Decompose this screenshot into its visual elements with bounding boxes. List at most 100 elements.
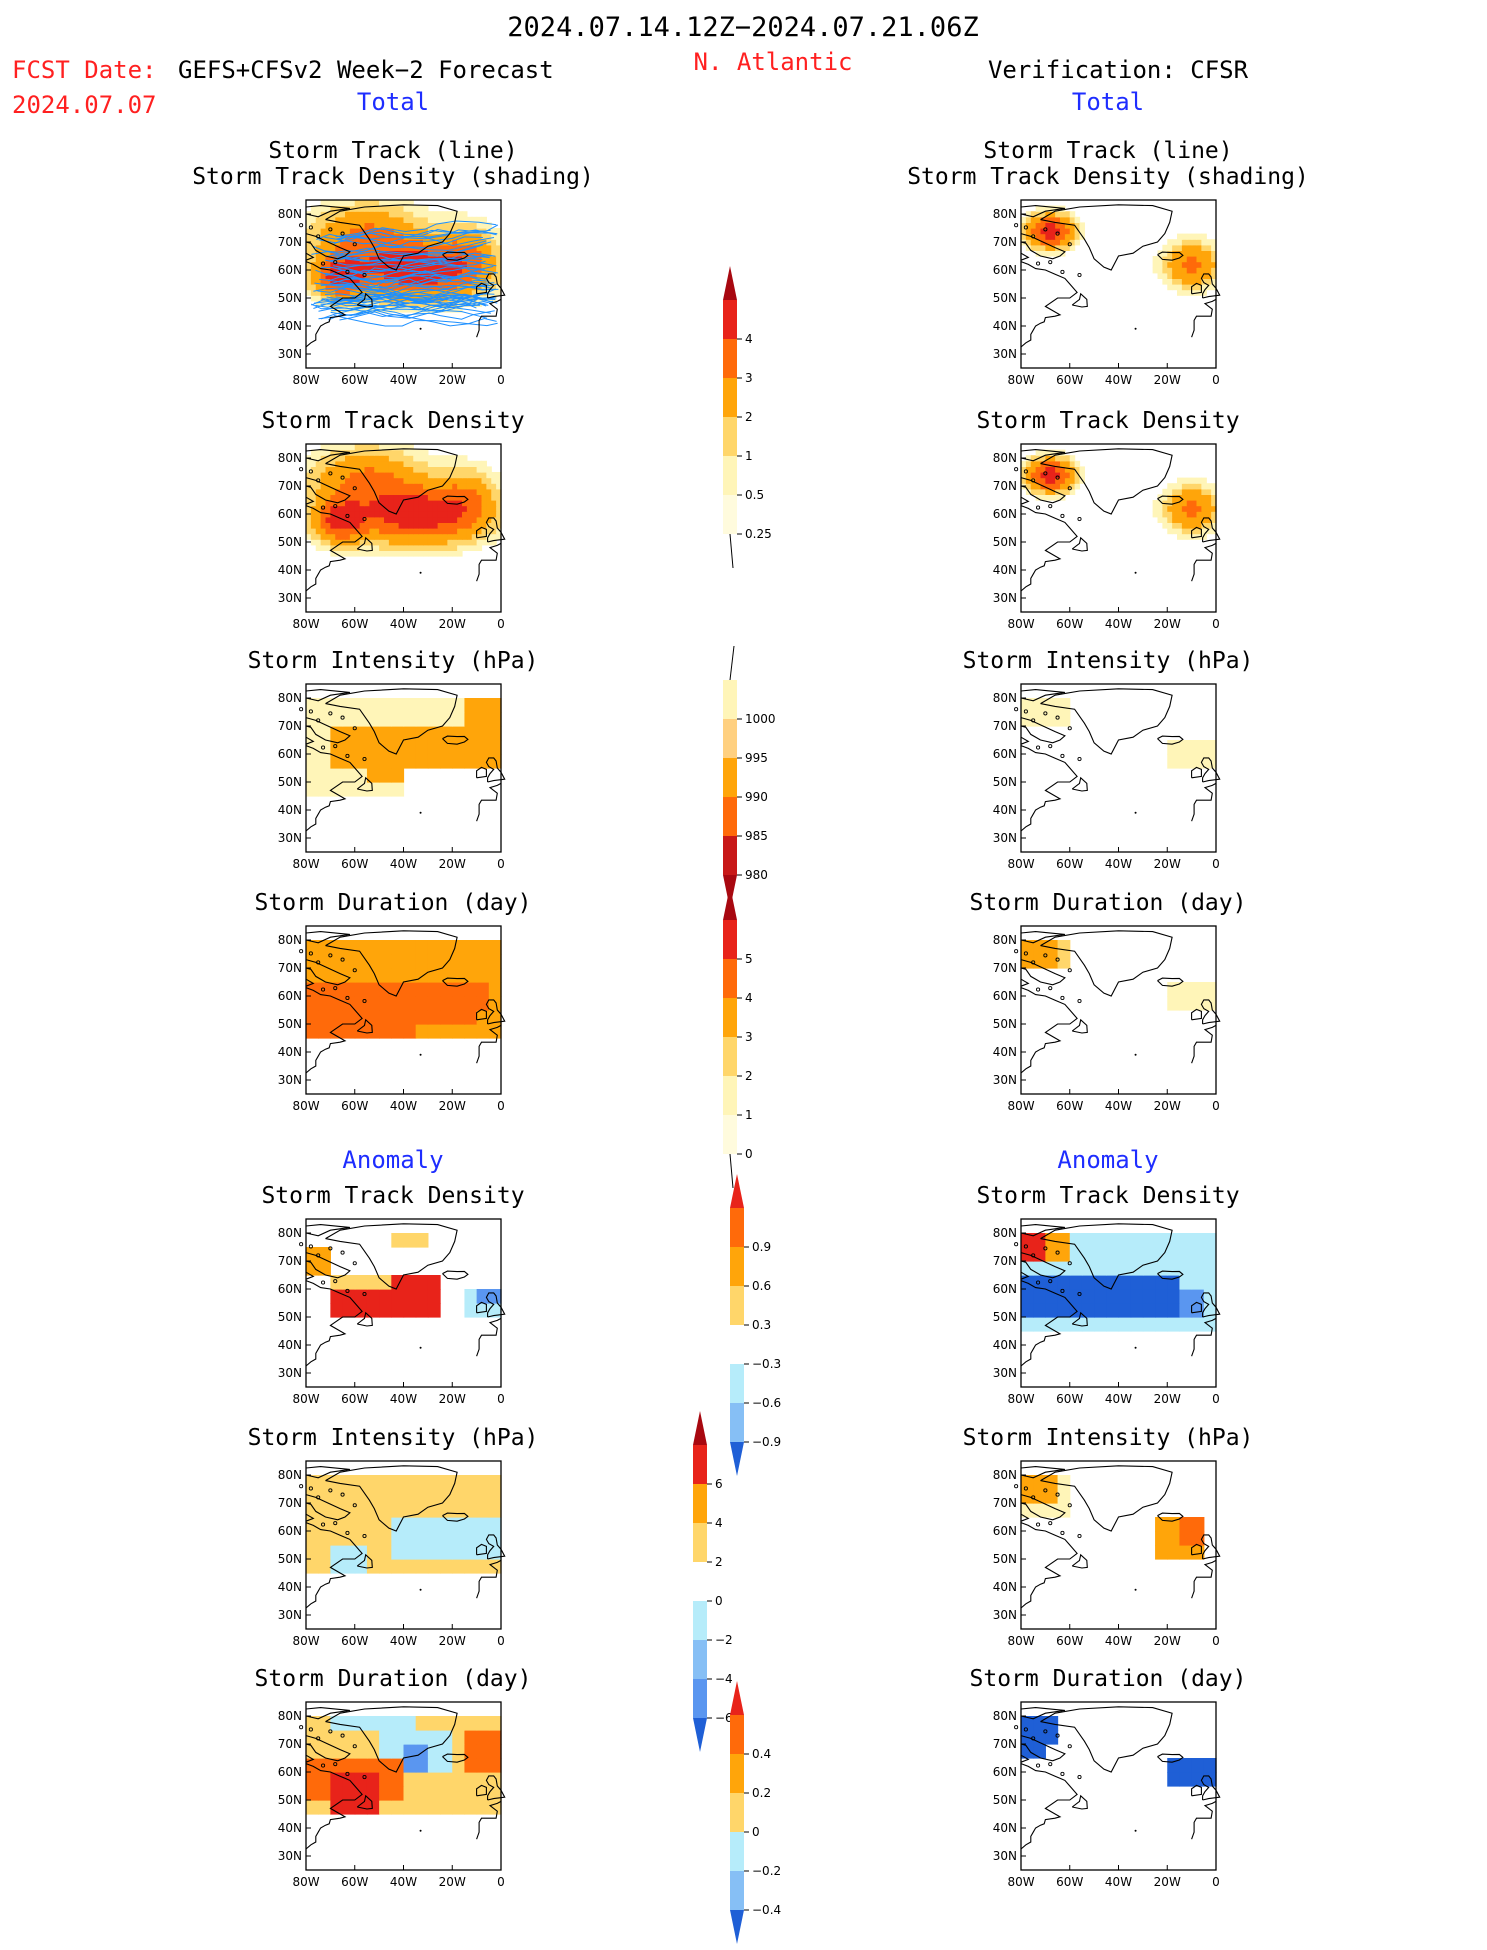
- grid-cell: [403, 1730, 416, 1745]
- grid-cell: [1035, 472, 1041, 479]
- grid-cell: [339, 488, 346, 495]
- grid-cell: [1196, 278, 1202, 285]
- grid-cell: [329, 449, 336, 456]
- grid-cell: [446, 539, 453, 546]
- island: [327, 1729, 332, 1734]
- grid-cell: [359, 477, 365, 484]
- grid-cell: [481, 488, 487, 495]
- island: [1076, 272, 1082, 278]
- grid-cell: [1074, 239, 1080, 246]
- grid-cell: [393, 239, 399, 246]
- coastline: [1020, 745, 1078, 832]
- island: [1035, 1280, 1040, 1285]
- coastline: [1020, 689, 1065, 702]
- anom-duration-bar: 0.40.20−0.2−0.4: [730, 1681, 781, 1944]
- grid-cell: [1054, 455, 1061, 462]
- grid-cell: [495, 511, 502, 518]
- grid-cell: [1035, 222, 1041, 229]
- grid-cell: [415, 1531, 428, 1546]
- grid-cell: [403, 1517, 416, 1532]
- grid-cell: [407, 261, 414, 268]
- grid-cell: [359, 244, 365, 251]
- grid-cell: [325, 289, 331, 296]
- grid-cell: [1064, 222, 1070, 229]
- grid-cell: [1203, 1317, 1217, 1332]
- grid-cell: [1044, 449, 1051, 456]
- grid-cell: [1057, 1317, 1070, 1332]
- grid-cell: [310, 289, 316, 296]
- grid-cell: [342, 1744, 355, 1759]
- grid-cell: [456, 528, 463, 535]
- grid-cell: [354, 954, 368, 969]
- island: [340, 1250, 345, 1255]
- grid-cell: [495, 505, 502, 512]
- grid-cell: [329, 511, 336, 518]
- island: [1023, 709, 1028, 714]
- island: [352, 1261, 357, 1266]
- colorbar-label: 6: [715, 1477, 723, 1491]
- grid-cell: [412, 488, 419, 495]
- grid-cell: [315, 261, 321, 268]
- grid-cell: [398, 505, 404, 512]
- grid-cell: [1054, 205, 1061, 212]
- grid-cell: [451, 1475, 465, 1490]
- grid-cell: [446, 477, 453, 484]
- grid-cell: [427, 1758, 441, 1773]
- grid-cell: [1142, 1289, 1156, 1304]
- grid-cell: [476, 528, 482, 535]
- grid-cell: [1200, 477, 1207, 484]
- grid-cell: [495, 267, 502, 274]
- grid-cell: [456, 228, 463, 235]
- grid-cell: [407, 449, 414, 456]
- grid-cell: [466, 460, 472, 467]
- grid-cell: [315, 216, 321, 223]
- colorbar-swatch: [723, 417, 737, 456]
- coastline: [324, 204, 458, 271]
- grid-cell: [422, 239, 428, 246]
- grid-cell: [1196, 272, 1202, 279]
- grid-cell: [403, 1275, 416, 1290]
- grid-cell: [1196, 244, 1202, 251]
- grid-cell: [1171, 272, 1178, 279]
- grid-cell: [1079, 466, 1085, 473]
- azores-island: [1134, 1829, 1137, 1832]
- grid-cell: [373, 466, 380, 473]
- grid-cell: [1205, 272, 1212, 279]
- storm-track-line: [332, 265, 498, 274]
- grid-cell: [364, 472, 370, 479]
- island: [327, 711, 332, 716]
- grid-cell: [432, 222, 438, 229]
- obs-anom-intensity-title-1: Storm Intensity (hPa): [962, 1425, 1254, 1451]
- grid-cell: [1130, 1303, 1143, 1318]
- grid-cell: [1059, 477, 1065, 484]
- grid-cell: [1171, 244, 1178, 251]
- grid-cell: [1057, 1503, 1070, 1518]
- grid-cell: [456, 544, 463, 551]
- grid-cell: [1035, 466, 1041, 473]
- grid-cell: [1054, 216, 1061, 223]
- grid-cell: [439, 1010, 453, 1025]
- grid-cell: [1178, 1261, 1192, 1276]
- grid-cell: [364, 539, 370, 546]
- colorbar-swatch: [730, 1715, 744, 1754]
- grid-cell: [451, 306, 458, 313]
- lon-tick-label: 20W: [1153, 1392, 1180, 1406]
- grid-cell: [390, 1024, 404, 1039]
- grid-cell: [1181, 516, 1187, 523]
- grid-cell: [388, 522, 394, 529]
- grid-cell: [388, 460, 394, 467]
- grid-cell: [432, 550, 438, 557]
- grid-cell: [1166, 500, 1173, 507]
- grid-cell: [366, 782, 380, 797]
- grid-cell: [364, 278, 370, 285]
- grid-cell: [422, 516, 428, 523]
- grid-cell: [437, 488, 443, 495]
- grid-cell: [461, 516, 467, 523]
- grid-cell: [320, 272, 326, 279]
- grid-cell: [481, 261, 487, 268]
- grid-cell: [481, 528, 487, 535]
- grid-cell: [383, 511, 389, 518]
- grid-cell: [325, 278, 331, 285]
- grid-cell: [325, 472, 331, 479]
- grid-cell: [368, 533, 375, 540]
